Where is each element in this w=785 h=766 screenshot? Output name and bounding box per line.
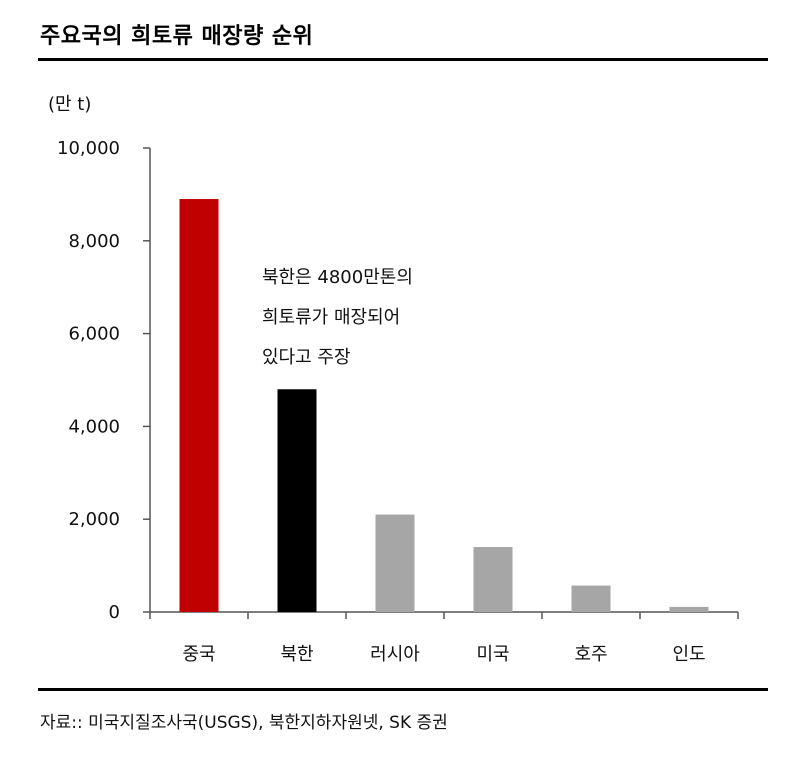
annotation-line: 있다고 주장 bbox=[262, 347, 351, 368]
y-axis-unit-label: (만 t) bbox=[48, 94, 91, 115]
annotation-line: 북한은 4800만톤의 bbox=[262, 267, 413, 288]
x-category-label: 북한 bbox=[280, 644, 313, 665]
title-underline bbox=[38, 58, 768, 61]
bars bbox=[179, 199, 709, 613]
bar bbox=[375, 514, 415, 612]
annotation-line: 희토류가 매장되어 bbox=[262, 307, 400, 328]
bar bbox=[277, 389, 317, 612]
y-tick-label: 4,000 bbox=[68, 416, 120, 437]
x-category-label: 호주 bbox=[574, 644, 607, 665]
source-divider bbox=[38, 688, 768, 691]
bar bbox=[669, 606, 709, 612]
x-category-label: 미국 bbox=[476, 644, 509, 665]
bar bbox=[473, 547, 513, 612]
x-category-label: 인도 bbox=[672, 644, 705, 665]
y-tick-label: 6,000 bbox=[68, 324, 120, 345]
y-tick-label: 2,000 bbox=[68, 509, 120, 530]
y-tick-label: 8,000 bbox=[68, 231, 120, 252]
x-category-label: 중국 bbox=[182, 644, 215, 665]
category-labels: 중국 북한 러시아 미국 호주 인도 bbox=[182, 644, 705, 665]
y-tick-label: 0 bbox=[109, 602, 120, 623]
source-note: 자료:: 미국지질조사국(USGS), 북한지하자원넷, SK 증권 bbox=[40, 713, 448, 733]
y-tick-label: 10,000 bbox=[57, 138, 120, 159]
y-axis: 0 2,000 4,000 6,000 8,000 10,000 bbox=[57, 138, 151, 623]
chart-title: 주요국의 희토류 매장량 순위 bbox=[40, 24, 314, 49]
bar bbox=[179, 199, 219, 613]
x-axis bbox=[149, 611, 739, 619]
bar bbox=[571, 585, 611, 612]
x-category-label: 러시아 bbox=[370, 644, 420, 665]
